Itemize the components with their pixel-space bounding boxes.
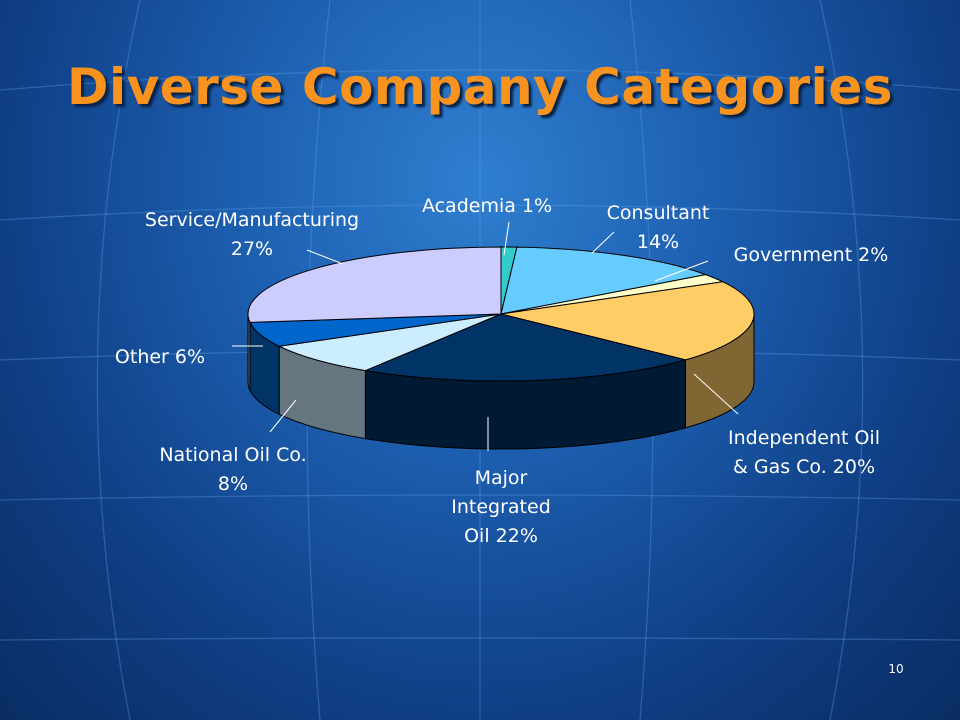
data-label-national-oil-co-: National Oil Co. 8% <box>159 444 306 495</box>
data-label-other: Other 6% <box>115 346 205 368</box>
data-label-independent-oil-gas-co-: Independent Oil & Gas Co. 20% <box>728 427 880 478</box>
leader-line-national-oil-co- <box>269 399 297 433</box>
data-label-academia: Academia 1% <box>422 195 552 217</box>
leader-line-independent-oil-gas-co- <box>693 373 739 415</box>
slice-service-manufacturing <box>247 246 502 323</box>
leader-line-academia <box>503 221 510 256</box>
leader-line-service-manufacturing <box>306 249 344 265</box>
data-label-major-integrated-oil: Major Integrated Oil 22% <box>451 467 551 547</box>
data-label-consultant: Consultant 14% <box>607 202 710 253</box>
slide-title: Diverse Company Categories <box>66 58 893 116</box>
slice-major-integrated-oil <box>363 313 688 382</box>
slice-independent-oil-gas-co- <box>500 281 755 361</box>
data-label-government: Government 2% <box>734 244 889 266</box>
data-label-service-manufacturing: Service/Manufacturing 27% <box>145 209 359 260</box>
page-number: 10 <box>888 662 904 676</box>
slice-consultant <box>500 246 708 315</box>
slice-national-oil-co- <box>277 313 502 372</box>
leader-line-consultant <box>591 231 615 254</box>
leader-line-government <box>654 260 709 282</box>
